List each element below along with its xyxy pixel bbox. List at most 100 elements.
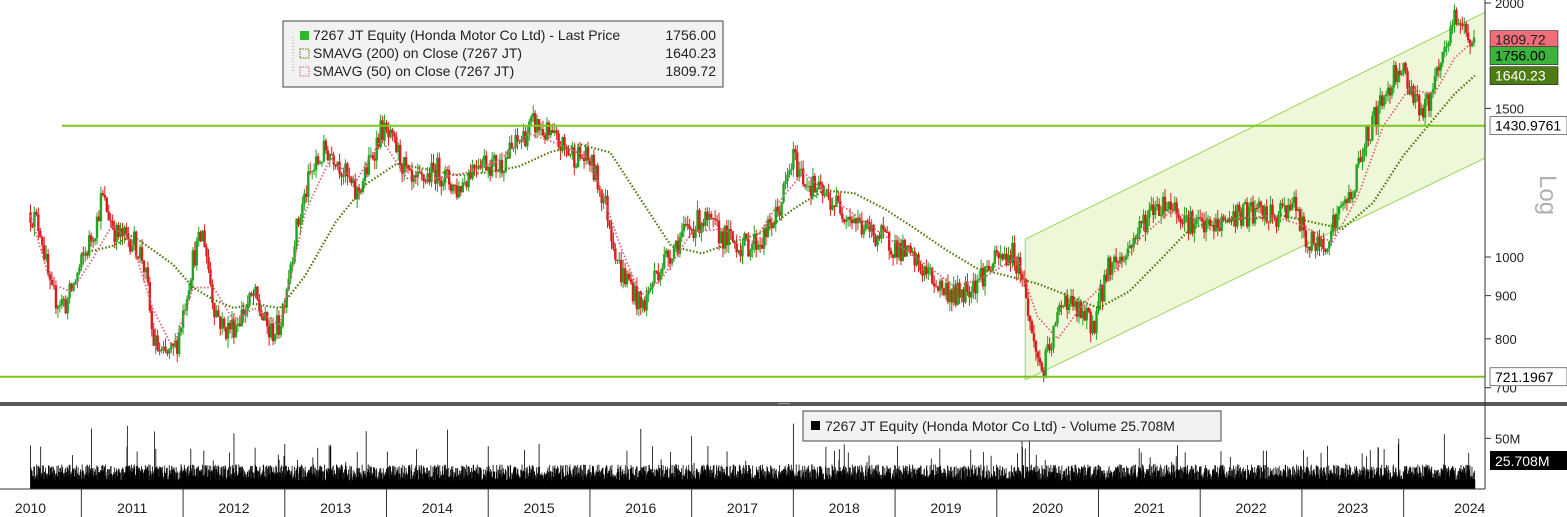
candle-body (512, 147, 515, 149)
candle-body (551, 130, 554, 134)
candle-body (754, 234, 758, 250)
candle-body (1081, 311, 1085, 319)
candle-body (1187, 215, 1190, 234)
candle-body (1457, 23, 1460, 25)
candle-body (999, 254, 1002, 259)
candle-body (614, 248, 617, 260)
candle-body (944, 282, 948, 296)
candle-body (436, 157, 439, 184)
candle-body (1210, 224, 1214, 226)
candle-body (1281, 203, 1284, 206)
candle-body (447, 169, 451, 185)
candle-body (639, 291, 642, 308)
candle-body (1404, 63, 1407, 71)
candle-body (1445, 46, 1448, 48)
candle-body (140, 247, 144, 261)
candle-body (350, 177, 353, 184)
candle-body (430, 162, 433, 183)
candle-body (1320, 239, 1323, 247)
candle-body (48, 274, 52, 281)
price-tag-label: 1640.23 (1495, 68, 1546, 84)
candle-body (1263, 206, 1266, 219)
candle-body (768, 218, 772, 223)
candle-body (119, 228, 122, 237)
candle-body (31, 222, 34, 228)
candle-body (109, 220, 112, 222)
candle-body (1398, 70, 1401, 76)
candle-body (1155, 204, 1159, 207)
candle-body (1019, 256, 1022, 275)
candle-body (1343, 199, 1347, 204)
panel-separator[interactable] (0, 402, 1485, 406)
candle-body (1388, 87, 1392, 96)
candle-body (692, 229, 695, 238)
candle-body (915, 254, 918, 266)
candle-body (719, 231, 723, 244)
candle-body (1275, 217, 1278, 227)
candle-body (1224, 219, 1227, 221)
candle-body (940, 280, 944, 288)
candle-body (242, 309, 245, 316)
candle-body (952, 284, 955, 303)
candle-body (115, 224, 118, 242)
candle-body (1163, 196, 1167, 211)
candle-body (850, 219, 854, 224)
candle-body (1455, 9, 1458, 25)
candle-body (929, 267, 932, 269)
candle-body (1146, 217, 1149, 233)
price-legend-box (282, 20, 724, 88)
candle-body (217, 310, 220, 317)
candle-body (1353, 191, 1356, 198)
candle-body (641, 300, 644, 308)
candle-body (909, 246, 912, 253)
candle-body (964, 281, 967, 303)
candle-body (428, 173, 431, 183)
candle-body (1377, 105, 1380, 127)
candle-body (144, 267, 148, 273)
candle-body (776, 206, 779, 212)
candle-body (123, 227, 126, 237)
candle-body (1038, 357, 1042, 363)
candle-body (1069, 295, 1073, 305)
candle-body (438, 157, 441, 181)
candle-body (668, 257, 672, 264)
candle-body (717, 220, 721, 244)
candle-body (526, 133, 529, 147)
candle-body (997, 252, 1000, 259)
candle-body (596, 165, 599, 190)
candle-body (723, 225, 727, 249)
candle-body (1001, 254, 1004, 260)
candle-body (580, 157, 584, 159)
price-tick-label: 900 (1495, 289, 1517, 304)
candle-body (598, 189, 601, 191)
candle-body (232, 319, 236, 338)
candle-body (354, 179, 357, 200)
price-tag-label: 721.1967 (1495, 369, 1554, 385)
candle-body (698, 209, 701, 234)
sma50-swatch (299, 66, 310, 77)
candle-body (1439, 63, 1442, 71)
candle-body (1285, 205, 1288, 219)
candle-body (1136, 233, 1139, 240)
candle-body (330, 153, 333, 156)
candle-body (1465, 23, 1468, 33)
candle-body (884, 229, 887, 232)
candle-body (747, 238, 750, 257)
candle-body (1449, 26, 1452, 43)
candle-body (131, 245, 134, 252)
candle-body (357, 187, 361, 191)
candle-body (1300, 216, 1304, 231)
candle-body (923, 266, 926, 276)
candle-body (524, 131, 527, 147)
candle-body (228, 322, 232, 330)
candle-body (84, 253, 87, 256)
candle-body (545, 122, 549, 140)
candle-body (1314, 243, 1317, 251)
candle-body (1380, 95, 1384, 106)
candle-body (1425, 93, 1429, 100)
candle-body (594, 165, 597, 180)
candle-body (1154, 206, 1157, 216)
candle-body (267, 326, 271, 338)
candle-body (156, 335, 159, 351)
candle-body (666, 250, 670, 258)
